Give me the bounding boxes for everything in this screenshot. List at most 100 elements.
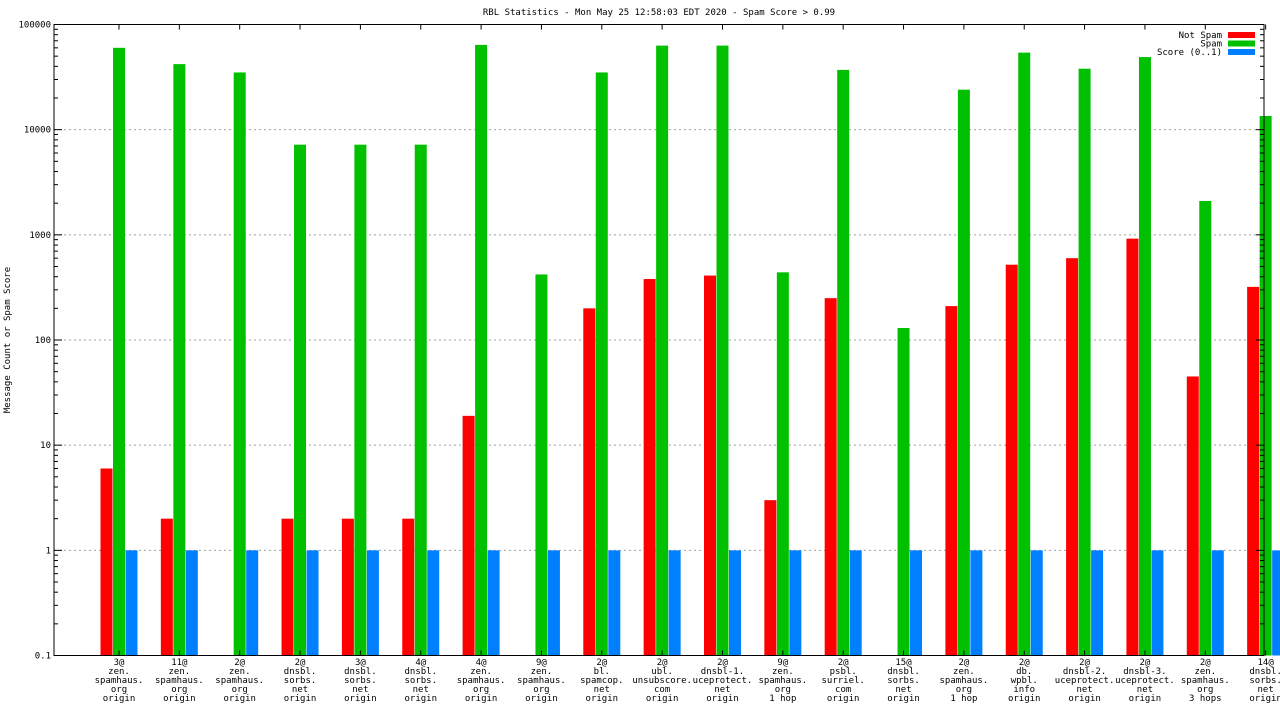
x-tick-label: 3@ zen. spamhaus. org origin (95, 658, 144, 704)
bar-spam (173, 64, 186, 656)
chart-title: RBL Statistics - Mon May 25 12:58:03 EDT… (483, 8, 835, 18)
x-tick-label-line: dnsbl. (887, 667, 920, 677)
x-tick-label-line: org (1197, 685, 1213, 695)
x-tick-label-line: net (895, 685, 911, 695)
x-tick-label-line: uceprotect. (693, 676, 753, 686)
bar-not-spam (1247, 286, 1260, 656)
legend-label: Score (0..1) (1157, 48, 1222, 58)
bar-spam (294, 144, 307, 656)
bar-spam (1078, 68, 1091, 656)
x-tick-label-line: 9@ (777, 658, 788, 668)
x-tick-label-line: origin (465, 694, 498, 704)
x-tick-label-line: 2@ (657, 658, 668, 668)
legend-swatch (1228, 49, 1255, 55)
x-tick-label-line: ubl. (651, 667, 673, 677)
bar-not-spam (1126, 238, 1139, 656)
x-tick-label-line: origin (103, 694, 136, 704)
bar-score-0-1 (366, 550, 379, 656)
x-tick-label-line: org (473, 685, 489, 695)
bar-spam (595, 72, 608, 656)
x-tick-label-line: org (775, 685, 791, 695)
x-tick-label-line: sorbs. (344, 676, 377, 686)
bar-not-spam (764, 500, 777, 656)
bar-score-0-1 (1151, 550, 1164, 656)
x-tick-label-line: com (654, 685, 670, 695)
x-tick-label-line: spamhaus. (517, 676, 566, 686)
y-tick-label: 10 (40, 441, 51, 451)
x-tick-label: 2@ zen. spamhaus. org origin (215, 658, 264, 704)
bar-spam (957, 89, 970, 656)
x-tick-label-line: spamhaus. (939, 676, 988, 686)
x-tick-label-line: org (232, 685, 248, 695)
bar-not-spam (824, 298, 837, 656)
bar-spam (897, 328, 910, 656)
bar-spam (535, 274, 548, 656)
bar-spam (776, 272, 789, 656)
x-tick-label-line: net (1258, 685, 1274, 695)
bars (100, 44, 1280, 656)
y-tick-label: 1 (46, 546, 51, 556)
x-tick-label-line: net (1076, 685, 1092, 695)
x-tick-label: 2@ dnsbl-1. uceprotect. net origin (693, 658, 753, 704)
x-tick-label-line: org (111, 685, 127, 695)
bar-spam (1138, 57, 1151, 656)
x-tick-label-line: spamhaus. (95, 676, 144, 686)
x-tick-label: 14@ dnsbl. sorbs. net origin (1249, 658, 1280, 704)
x-tick-label-line: origin (706, 694, 739, 704)
bar-score-0-1 (427, 550, 440, 656)
x-tick-label-line: net (714, 685, 730, 695)
x-tick-label: 2@ ubl. unsubscore. com origin (632, 658, 692, 704)
x-tick-label-line: 2@ (1019, 658, 1030, 668)
x-tick-label-line: 2@ (1200, 658, 1211, 668)
y-tick-label: 1000 (29, 231, 51, 241)
x-tick-label-line: org (533, 685, 549, 695)
x-tick-label-line: 11@ (171, 658, 188, 668)
x-tick-label-line: 2@ (1079, 658, 1090, 668)
bar-not-spam (402, 518, 415, 656)
x-tick-label-line: origin (646, 694, 679, 704)
bar-not-spam (160, 518, 173, 656)
x-tick-label: 9@ zen. spamhaus. org 1 hop (758, 658, 807, 704)
bar-not-spam (643, 279, 656, 656)
x-tick-label-line: dnsbl. (404, 667, 437, 677)
x-tick-label-line: origin (887, 694, 920, 704)
y-axis-label: Message Count or Spam Score (3, 267, 13, 413)
x-tick-label: 11@ zen. spamhaus. org origin (155, 658, 204, 704)
x-tick-label-line: 2@ (717, 658, 728, 668)
x-tick-label-line: net (1137, 685, 1153, 695)
x-tick-label-line: sorbs. (887, 676, 920, 686)
legend-label: Spam (1200, 40, 1222, 50)
x-tick-label-line: origin (163, 694, 196, 704)
x-tick-label-line: origin (223, 694, 256, 704)
bar-not-spam (1005, 264, 1018, 656)
x-tick-label-line: origin (1249, 694, 1280, 704)
bar-spam (233, 72, 246, 656)
x-tick-label: 2@ dnsbl-3. uceprotect. net origin (1115, 658, 1175, 704)
bar-spam (837, 69, 850, 656)
x-tick-label-line: unsubscore. (632, 676, 692, 686)
x-tick-label: 4@ dnsbl. sorbs. net origin (404, 658, 437, 704)
x-tick-label-line: 2@ (596, 658, 607, 668)
x-tick-label-line: 14@ (1258, 658, 1275, 668)
bar-spam (113, 47, 125, 656)
x-tick-label-line: 15@ (895, 658, 912, 668)
x-tick-label-line: 4@ (415, 658, 426, 668)
x-tick-label-line: 1 hop (769, 694, 796, 704)
x-tick-label-line: spamhaus. (758, 676, 807, 686)
x-tick-label-line: spamhaus. (1181, 676, 1230, 686)
x-tick-label-line: zen. (229, 667, 251, 677)
x-tick-label-line: psbl. (830, 667, 857, 677)
x-tick-label-line: com (835, 685, 851, 695)
bar-score-0-1 (185, 550, 198, 656)
x-tick-label-line: origin (586, 694, 619, 704)
x-tick-label-line: zen. (108, 667, 130, 677)
x-tick-label: 2@ zen. spamhaus. org 1 hop (939, 658, 988, 704)
bar-not-spam (703, 275, 716, 656)
bar-score-0-1 (668, 550, 681, 656)
y-tick-label: 10000 (24, 126, 51, 136)
bar-score-0-1 (306, 550, 319, 656)
x-tick-label-line: 2@ (295, 658, 306, 668)
x-tick-label-line: origin (284, 694, 317, 704)
